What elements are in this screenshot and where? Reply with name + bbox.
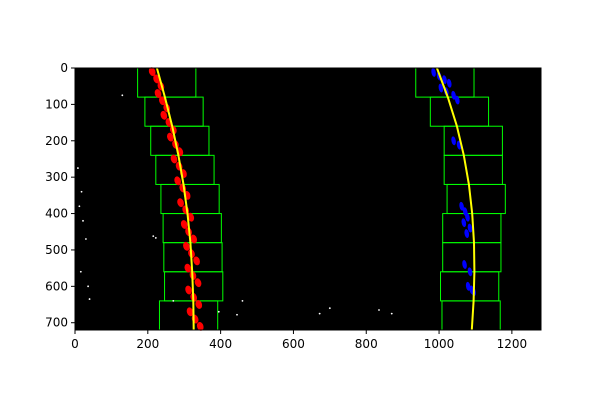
- x-tick-label: 1000: [424, 337, 455, 351]
- right-lane-pixel: [461, 218, 467, 228]
- noise-pixel: [85, 238, 87, 240]
- left-lane-pixel: [185, 285, 192, 295]
- noise-pixel: [172, 299, 175, 302]
- plot-frame: [74, 67, 542, 331]
- y-tick-label: 200: [45, 134, 68, 148]
- plot-background: [75, 68, 541, 330]
- x-tick-label: 0: [71, 337, 79, 351]
- left-lane-pixel: [194, 278, 202, 288]
- left-lane-pixel: [184, 263, 192, 273]
- left-lane-pixel: [167, 132, 174, 142]
- right-lane-pixel: [464, 229, 470, 239]
- y-tick-label: 600: [45, 279, 68, 293]
- y-tick-label: 700: [45, 316, 68, 330]
- left-fit-line: [155, 67, 195, 331]
- right-lane-pixel: [442, 75, 447, 85]
- y-tick-label: 500: [45, 243, 68, 257]
- y-tick-label: 400: [45, 207, 68, 221]
- x-tick-label: 400: [209, 337, 232, 351]
- right-lane-pixel: [454, 95, 460, 105]
- noise-pixel: [378, 309, 380, 311]
- left-lane-pixel: [154, 89, 162, 98]
- noise-pixel: [121, 94, 124, 97]
- left-lane-pixel: [187, 212, 195, 222]
- x-tick-label: 800: [355, 337, 378, 351]
- x-axis: 0 200 400 600 800 1000 1200: [71, 330, 527, 351]
- y-tick-label: 300: [45, 170, 68, 184]
- left-lane-pixel: [177, 198, 184, 208]
- left-lane-pixel: [148, 67, 156, 77]
- left-lane-pixel: [186, 307, 194, 317]
- noise-pixel: [78, 205, 81, 208]
- left-lane-pixel: [159, 96, 166, 106]
- noise-pixel: [88, 298, 91, 300]
- x-tick-label: 200: [136, 337, 159, 351]
- noise-pixel: [79, 270, 82, 273]
- left-lane-pixel: [193, 256, 200, 266]
- noise-pixel: [328, 307, 331, 310]
- noise-pixel: [152, 235, 155, 238]
- noise-pixel: [390, 312, 393, 315]
- x-tick-label: 1200: [497, 337, 528, 351]
- right-lane-pixel: [467, 223, 473, 233]
- noise-pixel: [82, 219, 84, 222]
- right-lane-pixel: [465, 212, 470, 222]
- left-lane-pixel: [183, 241, 190, 251]
- left-lane-pixel: [180, 220, 188, 229]
- y-tick-label: 100: [45, 97, 68, 111]
- right-lane-pixel: [467, 267, 473, 277]
- left-lane-pixel: [196, 321, 204, 331]
- noise-pixel: [87, 285, 90, 288]
- x-tick-label: 600: [282, 337, 305, 351]
- right-fit-line: [435, 67, 476, 331]
- noise-pixel: [80, 190, 83, 193]
- y-tick-label: 0: [60, 61, 68, 75]
- right-lane-pixel: [465, 281, 471, 291]
- noise-pixel: [241, 299, 244, 302]
- right-lane-pixel: [451, 136, 456, 146]
- left-lane-pixel: [174, 176, 182, 186]
- right-lane-pixel: [451, 90, 456, 100]
- right-lane-pixel: [431, 67, 436, 77]
- noise-pixel: [154, 237, 157, 239]
- right-lane-pixel: [446, 78, 452, 88]
- right-lane-pixel: [462, 260, 467, 269]
- y-axis: 0 100 200 300 400 500 600 700: [45, 61, 75, 330]
- fit-lines: [155, 67, 476, 331]
- left-lane-pixel: [153, 74, 160, 84]
- left-lane-pixel: [170, 154, 178, 164]
- noise-pixel: [236, 313, 238, 316]
- left-lane-pixel: [195, 300, 203, 309]
- noise-pixel: [217, 310, 220, 313]
- left-lane-pixel: [160, 110, 168, 120]
- right-lane-pixel: [438, 83, 444, 93]
- left-lane-pixel: [190, 234, 198, 244]
- right-lane-pixel: [459, 201, 464, 211]
- noise-pixel: [318, 312, 321, 315]
- noise-pixel: [77, 167, 79, 169]
